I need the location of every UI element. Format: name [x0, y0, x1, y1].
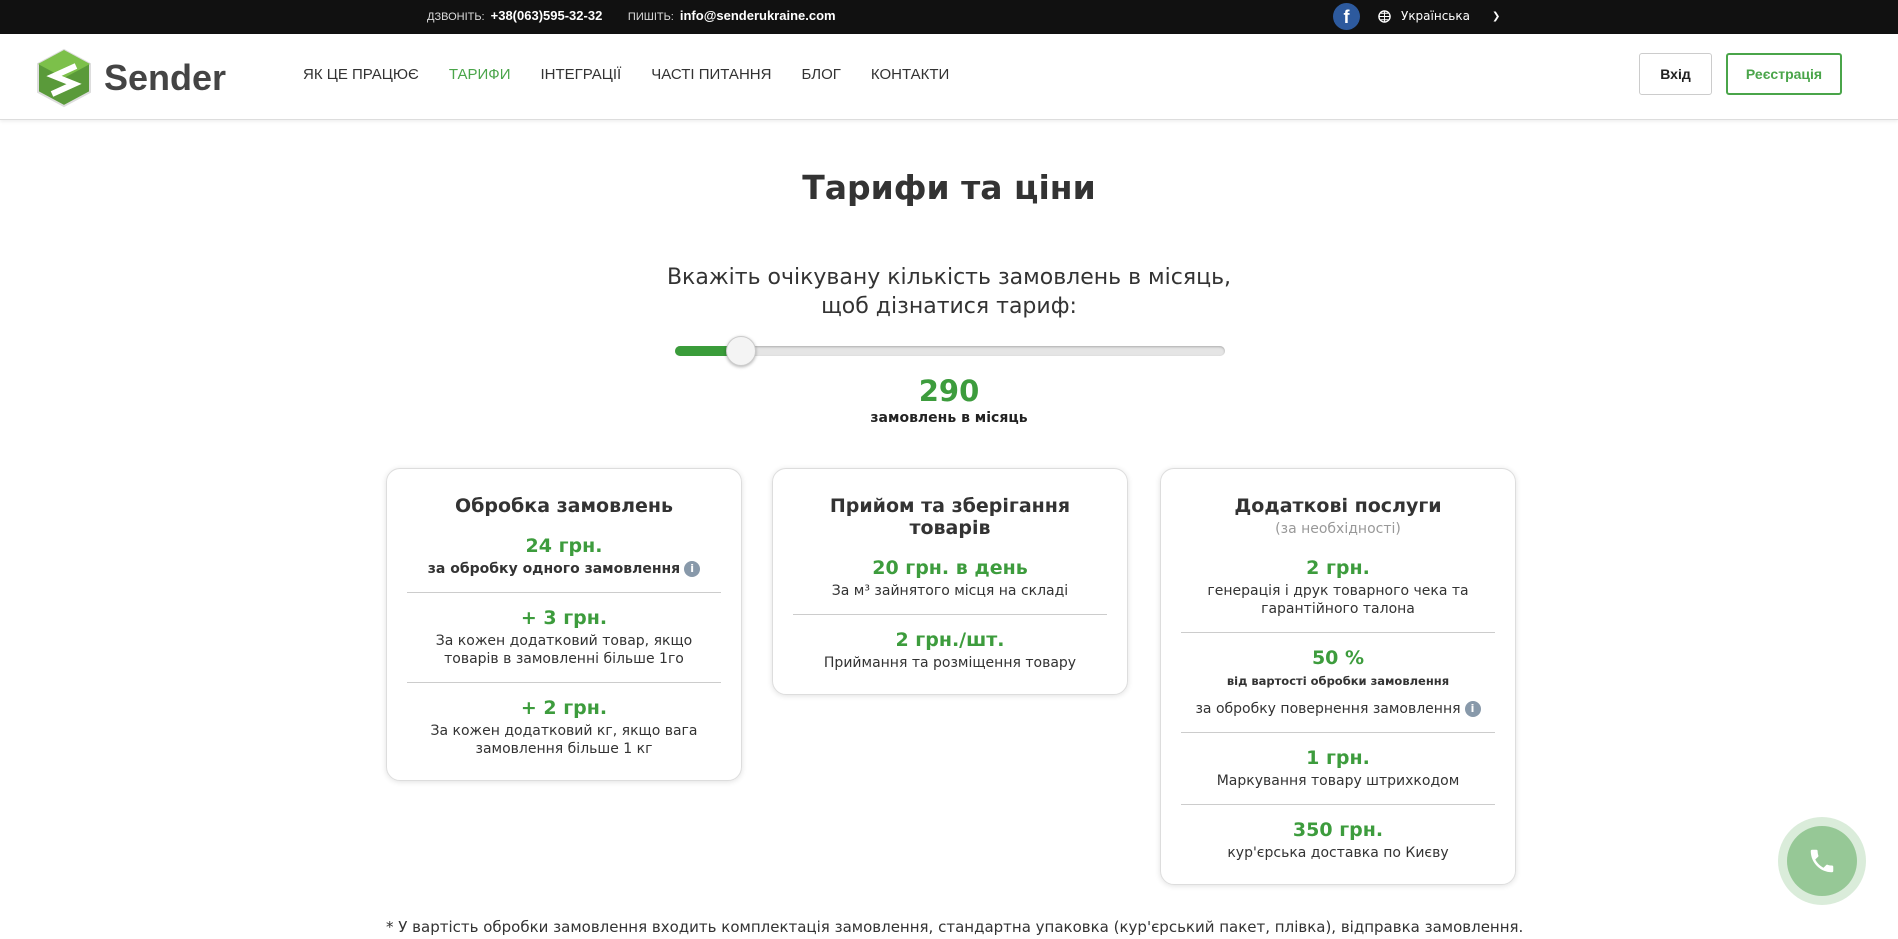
card-storage: Прийом та зберігання товарів 20 грн. в д…	[772, 468, 1128, 695]
price-item: + 2 грн. За кожен додатковий кг, якщо ва…	[407, 683, 721, 762]
price-desc: за обробку повернення замовлення	[1195, 701, 1461, 717]
subtitle: Вкажіть очікувану кількість замовлень в …	[0, 263, 1898, 321]
facebook-icon[interactable]: f	[1333, 3, 1360, 30]
subtitle-line-2: щоб дізнатися тариф:	[821, 294, 1077, 319]
header: Sender ЯК ЦЕ ПРАЦЮЄ ТАРИФИ ІНТЕГРАЦІЇ ЧА…	[0, 34, 1898, 120]
price-desc: генерація і друк товарного чека та гаран…	[1207, 583, 1469, 617]
phone-icon	[1810, 849, 1834, 873]
price-item: 24 грн. за обробку одного замовлення i	[407, 521, 721, 593]
nav-tariffs[interactable]: ТАРИФИ	[448, 66, 511, 83]
price-desc: За кожен додатковий товар, якщо товарів …	[435, 633, 693, 667]
orders-value: 290	[918, 374, 980, 408]
price: + 2 грн.	[520, 697, 608, 719]
price: 2 грн.	[1306, 557, 1370, 579]
subtitle-line-1: Вкажіть очікувану кількість замовлень в …	[666, 265, 1232, 290]
price-item: 2 грн./шт. Приймання та розміщення товар…	[793, 615, 1107, 676]
register-button[interactable]: Реєстрація	[1726, 53, 1842, 95]
footnote: * У вартість обробки замовлення входить …	[386, 918, 1524, 936]
price-item: + 3 грн. За кожен додатковий товар, якщо…	[407, 593, 721, 683]
nav-blog[interactable]: БЛОГ	[801, 66, 841, 83]
price-item: 20 грн. в день За м³ зайнятого місця на …	[793, 543, 1107, 615]
price: 24 грн.	[525, 535, 603, 557]
price-item: 350 грн. кур'єрська доставка по Києву	[1181, 805, 1495, 866]
price-desc: Маркування товару штрихкодом	[1216, 773, 1460, 789]
top-bar: ДЗВОНІТЬ: +38(063)595-32-32 ПИШІТЬ: info@s…	[0, 0, 1898, 34]
price: 50 %	[1311, 647, 1365, 669]
card-title: Прийом та зберігання товарів	[829, 495, 1071, 539]
price-desc: за обробку одного замовлення	[427, 561, 681, 577]
language-selector[interactable]: Українська ❯	[1378, 9, 1500, 23]
info-icon[interactable]: i	[1464, 701, 1481, 717]
login-button[interactable]: Вхід	[1639, 53, 1712, 95]
card-title: Додаткові послуги	[1234, 495, 1442, 517]
nav-integrations[interactable]: ІНТЕГРАЦІЇ	[540, 66, 622, 83]
price-item: 1 грн. Маркування товару штрихкодом	[1181, 733, 1495, 805]
info-icon[interactable]: i	[684, 561, 701, 577]
logo-icon	[37, 48, 91, 108]
card-title: Обробка замовлень	[454, 495, 674, 517]
logo[interactable]: Sender	[36, 48, 226, 108]
price: 1 грн.	[1306, 747, 1370, 769]
page-title: Тарифи та ціни	[802, 168, 1096, 207]
price-desc: За м³ зайнятого місця на складі	[831, 583, 1069, 599]
price: 2 грн./шт.	[895, 629, 1005, 651]
nav-how-it-works[interactable]: ЯК ЦЕ ПРАЦЮЄ	[303, 66, 419, 83]
main-nav: ЯК ЦЕ ПРАЦЮЄ ТАРИФИ ІНТЕГРАЦІЇ ЧАСТІ ПИТ…	[303, 66, 949, 83]
email-link[interactable]: info@senderukraine.com	[679, 8, 836, 23]
card-additional-services: Додаткові послуги (за необхідності) 2 гр…	[1160, 468, 1516, 885]
price-desc: кур'єрська доставка по Києву	[1227, 845, 1449, 861]
nav-faq[interactable]: ЧАСТІ ПИТАННЯ	[651, 66, 772, 83]
price: 20 грн. в день	[872, 557, 1028, 579]
call-label: ДЗВОНІТЬ:	[427, 11, 485, 23]
contacts: ДЗВОНІТЬ: +38(063)595-32-32 ПИШІТЬ: info@s…	[427, 8, 858, 23]
logo-text: Sender	[104, 57, 227, 98]
slider-fill	[675, 346, 741, 356]
language-label: Українська	[1401, 9, 1470, 23]
price-item: 50 % від вартості обробки замовлення за …	[1181, 633, 1495, 733]
card-note: (за необхідності)	[1275, 521, 1401, 537]
callback-button[interactable]	[1778, 817, 1866, 905]
phone-link[interactable]: +38(063)595-32-32	[490, 8, 603, 23]
chevron-down-icon: ❯	[1491, 10, 1501, 22]
globe-icon	[1378, 9, 1391, 23]
nav-contacts[interactable]: КОНТАКТИ	[870, 66, 950, 83]
orders-slider[interactable]	[675, 336, 1225, 366]
price-subnote: від вартості обробки замовлення	[1226, 674, 1450, 688]
card-order-processing: Обробка замовлень 24 грн. за обробку одн…	[386, 468, 742, 781]
price-desc: За кожен додатковий кг, якщо вага замовл…	[430, 723, 698, 757]
price-desc: Приймання та розміщення товару	[823, 655, 1077, 671]
slider-handle[interactable]	[726, 336, 756, 366]
orders-label: замовлень в місяць	[870, 410, 1028, 426]
price: 350 грн.	[1292, 819, 1384, 841]
price-item: 2 грн. генерація і друк товарного чека т…	[1181, 543, 1495, 633]
price: + 3 грн.	[520, 607, 608, 629]
write-label: ПИШІТЬ:	[627, 11, 674, 23]
